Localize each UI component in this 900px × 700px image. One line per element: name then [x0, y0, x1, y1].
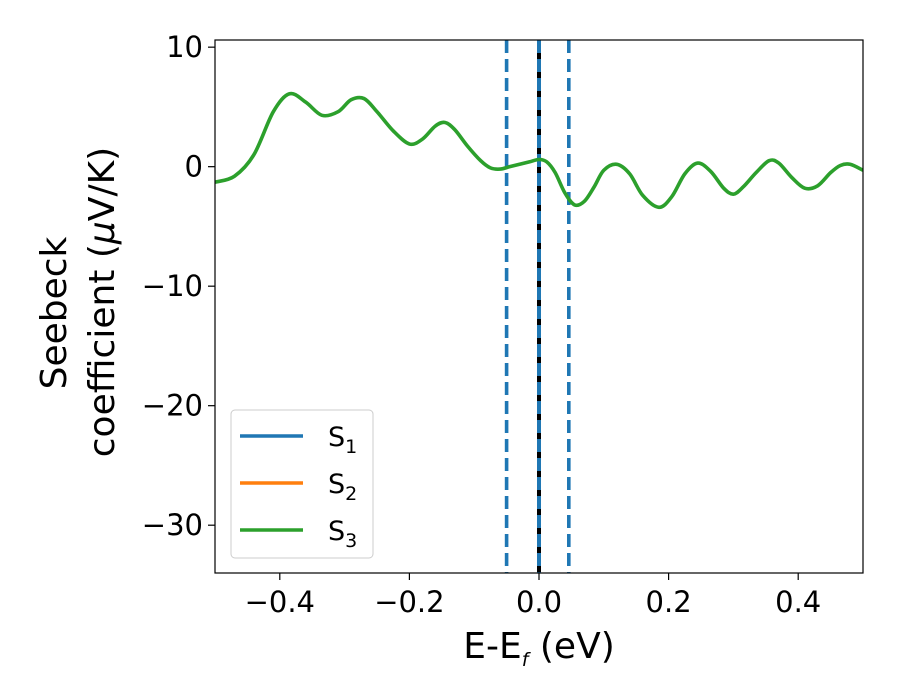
- plot-area: [214, 39, 864, 574]
- y-tick-label: −10: [142, 269, 203, 303]
- x-tick-label: −0.4: [245, 585, 315, 619]
- x-axis-label: E-Ef (eV): [463, 626, 615, 671]
- x-tick-label: 0.4: [775, 585, 821, 619]
- x-tick-label: 0.0: [516, 585, 562, 619]
- y-tick-label: 10: [166, 30, 203, 64]
- ticks: −0.4 −0.2 0.0 0.2 0.4 10 0 −10 −20 −30: [142, 30, 821, 619]
- y-tick-label: −20: [142, 389, 203, 423]
- series-line-s3: [215, 91, 863, 210]
- legend-label-s1: S1: [328, 422, 357, 458]
- x-tick-label: 0.2: [646, 585, 692, 619]
- x-tick-label: −0.2: [374, 585, 444, 619]
- legend-label-s3: S3: [328, 516, 357, 552]
- y-axis-label-line1: Seebeck: [34, 236, 75, 389]
- legend-label-s2: S2: [328, 469, 357, 505]
- y-axis-label-line2: coefficient (μV/K): [82, 147, 123, 457]
- legend: S1 S2 S3: [230, 409, 374, 559]
- y-tick-label: −30: [142, 508, 203, 542]
- y-tick-label: 0: [185, 150, 203, 184]
